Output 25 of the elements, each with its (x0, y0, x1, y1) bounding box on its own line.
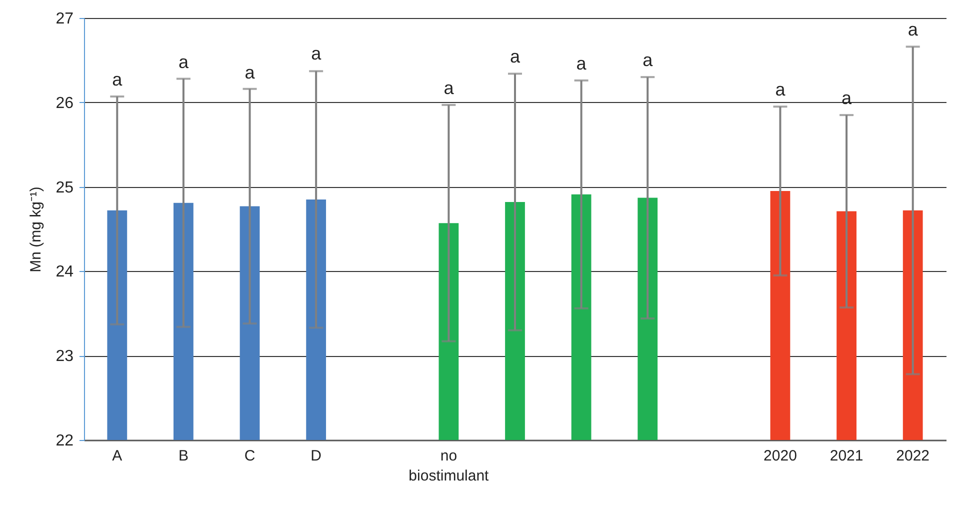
y-tick-label: 26 (56, 94, 74, 112)
x-tick-label: C (244, 448, 256, 464)
y-tick-label: 27 (56, 10, 74, 28)
annotation: a (908, 20, 919, 40)
annotation: a (444, 78, 455, 98)
y-tick-label: 24 (56, 264, 74, 281)
x-tick-label: D (310, 448, 322, 464)
x-tick-label: 2020 (764, 448, 797, 464)
x-tick-label: B (178, 448, 188, 464)
annotation: a (112, 69, 124, 90)
annotation: a (244, 62, 256, 83)
annotation: a (311, 43, 322, 64)
x-tick-label: 2022 (896, 448, 930, 464)
annotation: a (178, 52, 190, 72)
y-tick-label: 22 (56, 432, 74, 450)
y-tick-label: 23 (56, 348, 74, 366)
y-axis-title: Mn (mg kg⁻¹) (28, 186, 45, 272)
x-tick-label: 2021 (830, 448, 864, 464)
annotation: a (510, 46, 521, 67)
y-tick-label: 25 (56, 179, 74, 196)
annotation: a (642, 50, 654, 70)
annotation: a (775, 80, 786, 100)
x-tick-label: A (112, 448, 122, 464)
x-tick-label: no biostimulant (408, 448, 490, 484)
annotation: a (576, 53, 588, 74)
